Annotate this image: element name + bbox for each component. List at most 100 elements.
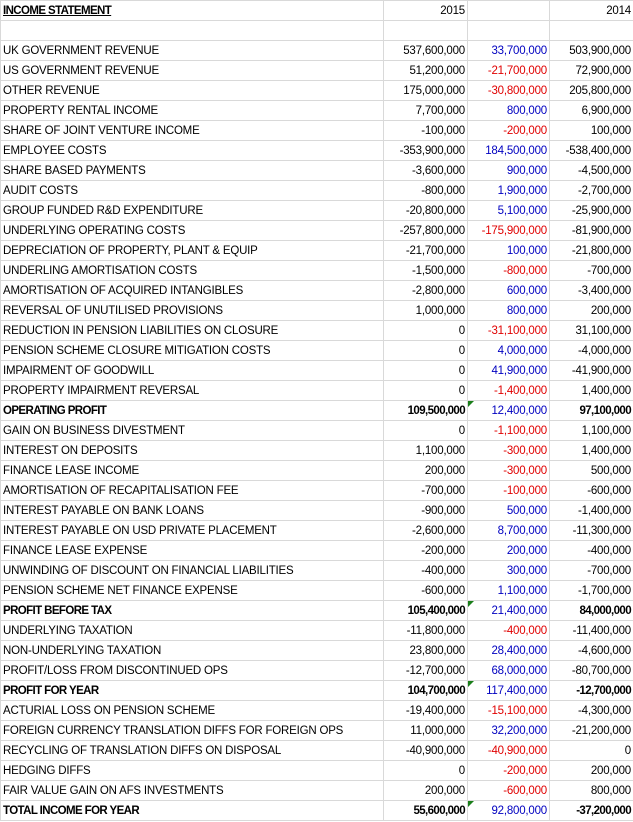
label-cell[interactable]: ACTURIAL LOSS ON PENSION SCHEME: [0, 700, 384, 721]
value-2015-cell[interactable]: 175,000,000: [383, 80, 468, 101]
label-cell[interactable]: RECYCLING OF TRANSLATION DIFFS ON DISPOS…: [0, 740, 384, 761]
formula-warning-icon[interactable]: [468, 401, 474, 407]
label-cell[interactable]: GAIN ON BUSINESS DIVESTMENT: [0, 420, 384, 441]
label-cell[interactable]: INTEREST PAYABLE ON USD PRIVATE PLACEMEN…: [0, 520, 384, 541]
label-cell[interactable]: PENSION SCHEME CLOSURE MITIGATION COSTS: [0, 340, 384, 361]
value-2015-cell[interactable]: -100,000: [383, 120, 468, 141]
diff-cell[interactable]: 1,900,000: [467, 180, 550, 201]
value-2014-cell[interactable]: -12,700,000: [549, 680, 633, 701]
diff-cell[interactable]: 92,800,000: [467, 800, 550, 821]
value-2014-cell[interactable]: -37,200,000: [549, 800, 633, 821]
label-cell[interactable]: SHARE OF JOINT VENTURE INCOME: [0, 120, 384, 141]
value-2014-cell[interactable]: -41,900,000: [549, 360, 633, 381]
value-2014-cell[interactable]: -1,700,000: [549, 580, 633, 601]
label-cell[interactable]: INTEREST ON DEPOSITS: [0, 440, 384, 461]
value-2015-cell[interactable]: 0: [383, 360, 468, 381]
label-cell[interactable]: FAIR VALUE GAIN ON AFS INVESTMENTS: [0, 780, 384, 801]
value-2014-cell[interactable]: 6,900,000: [549, 100, 633, 121]
blank-cell[interactable]: [549, 20, 633, 41]
value-2014-cell[interactable]: 1,100,000: [549, 420, 633, 441]
value-2015-cell[interactable]: -200,000: [383, 540, 468, 561]
value-2014-cell[interactable]: -21,200,000: [549, 720, 633, 741]
value-2015-cell[interactable]: -600,000: [383, 580, 468, 601]
diff-cell[interactable]: 800,000: [467, 100, 550, 121]
value-2015-cell[interactable]: 200,000: [383, 780, 468, 801]
label-cell[interactable]: INTEREST PAYABLE ON BANK LOANS: [0, 500, 384, 521]
formula-warning-icon[interactable]: [468, 681, 474, 687]
value-2014-cell[interactable]: -81,900,000: [549, 220, 633, 241]
value-2014-cell[interactable]: 503,900,000: [549, 40, 633, 61]
diff-cell[interactable]: -300,000: [467, 460, 550, 481]
value-2014-cell[interactable]: -4,000,000: [549, 340, 633, 361]
label-cell[interactable]: PROFIT BEFORE TAX: [0, 600, 384, 621]
diff-cell[interactable]: 41,900,000: [467, 360, 550, 381]
header-diff-cell[interactable]: [467, 0, 550, 21]
diff-cell[interactable]: -31,100,000: [467, 320, 550, 341]
label-cell[interactable]: AMORTISATION OF RECAPITALISATION FEE: [0, 480, 384, 501]
value-2015-cell[interactable]: 1,100,000: [383, 440, 468, 461]
diff-cell[interactable]: 184,500,000: [467, 140, 550, 161]
label-cell[interactable]: DEPRECIATION OF PROPERTY, PLANT & EQUIP: [0, 240, 384, 261]
label-cell[interactable]: REDUCTION IN PENSION LIABILITIES ON CLOS…: [0, 320, 384, 341]
label-cell[interactable]: US GOVERNMENT REVENUE: [0, 60, 384, 81]
value-2015-cell[interactable]: 104,700,000: [383, 680, 468, 701]
label-cell[interactable]: UK GOVERNMENT REVENUE: [0, 40, 384, 61]
diff-cell[interactable]: 21,400,000: [467, 600, 550, 621]
label-cell[interactable]: REVERSAL OF UNUTILISED PROVISIONS: [0, 300, 384, 321]
value-2015-cell[interactable]: 0: [383, 420, 468, 441]
diff-cell[interactable]: -200,000: [467, 120, 550, 141]
label-cell[interactable]: NON-UNDERLYING TAXATION: [0, 640, 384, 661]
label-cell[interactable]: FOREIGN CURRENCY TRANSLATION DIFFS FOR F…: [0, 720, 384, 741]
value-2014-cell[interactable]: -4,500,000: [549, 160, 633, 181]
value-2014-cell[interactable]: -400,000: [549, 540, 633, 561]
value-2014-cell[interactable]: -4,300,000: [549, 700, 633, 721]
diff-cell[interactable]: -100,000: [467, 480, 550, 501]
value-2014-cell[interactable]: 0: [549, 740, 633, 761]
diff-cell[interactable]: 300,000: [467, 560, 550, 581]
diff-cell[interactable]: 100,000: [467, 240, 550, 261]
diff-cell[interactable]: -200,000: [467, 760, 550, 781]
label-cell[interactable]: UNDERLYING TAXATION: [0, 620, 384, 641]
diff-cell[interactable]: 117,400,000: [467, 680, 550, 701]
label-cell[interactable]: FINANCE LEASE INCOME: [0, 460, 384, 481]
label-cell[interactable]: EMPLOYEE COSTS: [0, 140, 384, 161]
diff-cell[interactable]: 1,100,000: [467, 580, 550, 601]
label-cell[interactable]: GROUP FUNDED R&D EXPENDITURE: [0, 200, 384, 221]
label-cell[interactable]: PROFIT FOR YEAR: [0, 680, 384, 701]
sheet-title-cell[interactable]: INCOME STATEMENT: [0, 0, 384, 21]
value-2015-cell[interactable]: 109,500,000: [383, 400, 468, 421]
value-2014-cell[interactable]: -2,700,000: [549, 180, 633, 201]
value-2015-cell[interactable]: -257,800,000: [383, 220, 468, 241]
value-2014-cell[interactable]: 205,800,000: [549, 80, 633, 101]
formula-warning-icon[interactable]: [468, 601, 474, 607]
diff-cell[interactable]: 8,700,000: [467, 520, 550, 541]
value-2014-cell[interactable]: -25,900,000: [549, 200, 633, 221]
diff-cell[interactable]: 200,000: [467, 540, 550, 561]
diff-cell[interactable]: 900,000: [467, 160, 550, 181]
header-2015-cell[interactable]: 2015: [383, 0, 468, 21]
value-2014-cell[interactable]: -11,300,000: [549, 520, 633, 541]
value-2014-cell[interactable]: -538,400,000: [549, 140, 633, 161]
value-2015-cell[interactable]: 200,000: [383, 460, 468, 481]
value-2015-cell[interactable]: -800,000: [383, 180, 468, 201]
value-2014-cell[interactable]: -11,400,000: [549, 620, 633, 641]
blank-cell[interactable]: [467, 20, 550, 41]
value-2015-cell[interactable]: 1,000,000: [383, 300, 468, 321]
value-2015-cell[interactable]: -40,900,000: [383, 740, 468, 761]
diff-cell[interactable]: -21,700,000: [467, 60, 550, 81]
diff-cell[interactable]: -800,000: [467, 260, 550, 281]
value-2015-cell[interactable]: -353,900,000: [383, 140, 468, 161]
blank-cell[interactable]: [383, 20, 468, 41]
diff-cell[interactable]: 5,100,000: [467, 200, 550, 221]
diff-cell[interactable]: 800,000: [467, 300, 550, 321]
value-2015-cell[interactable]: -19,400,000: [383, 700, 468, 721]
diff-cell[interactable]: 12,400,000: [467, 400, 550, 421]
label-cell[interactable]: SHARE BASED PAYMENTS: [0, 160, 384, 181]
diff-cell[interactable]: -175,900,000: [467, 220, 550, 241]
label-cell[interactable]: FINANCE LEASE EXPENSE: [0, 540, 384, 561]
diff-cell[interactable]: 500,000: [467, 500, 550, 521]
label-cell[interactable]: PROPERTY RENTAL INCOME: [0, 100, 384, 121]
value-2015-cell[interactable]: 537,600,000: [383, 40, 468, 61]
label-cell[interactable]: PROFIT/LOSS FROM DISCONTINUED OPS: [0, 660, 384, 681]
diff-cell[interactable]: -15,100,000: [467, 700, 550, 721]
